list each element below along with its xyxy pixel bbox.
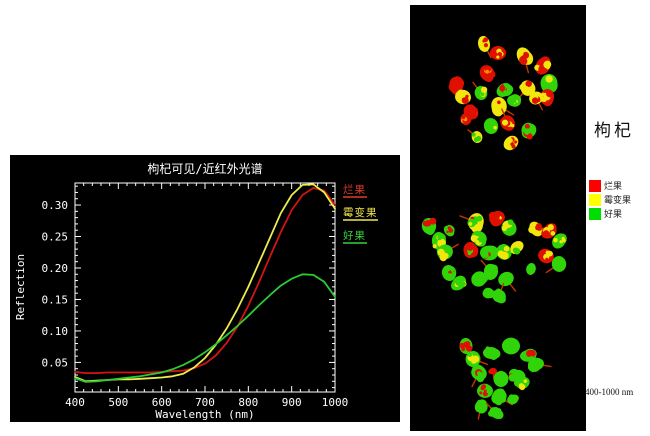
berry-blob — [493, 371, 509, 387]
svg-text:500: 500 — [108, 396, 128, 409]
y-axis-label: Reflection — [14, 254, 27, 320]
legend-swatch — [589, 193, 601, 206]
svg-text:0.05: 0.05 — [42, 356, 69, 369]
x-axis-label: Wavelength (nm) — [155, 408, 254, 421]
svg-text:0.30: 0.30 — [42, 199, 69, 212]
berry-blob — [540, 74, 558, 93]
svg-text:0.20: 0.20 — [42, 262, 69, 275]
berry-blob — [507, 394, 519, 405]
berry-blob — [528, 221, 552, 237]
berry-blob — [471, 364, 487, 388]
berry-blob — [529, 91, 543, 111]
chart-axes: 400 500 600 700 800 900 1000 0.05 0.10 0.15 0.20 0.… — [42, 182, 349, 409]
berry-blob — [498, 271, 517, 292]
chart-svg: 枸杞可见/近红外光谱 Wavelength (nm) Reflection 40… — [14, 161, 378, 421]
svg-text:600: 600 — [152, 396, 172, 409]
chart-legend-label: 好果 — [343, 230, 366, 242]
berry-blob — [463, 242, 479, 258]
berry-blob — [489, 46, 506, 60]
berry-blob — [503, 135, 519, 151]
panel-svg — [410, 5, 586, 431]
berry-blob — [436, 243, 459, 262]
legend-label: 烂果 — [604, 181, 623, 191]
panel-legend: 烂果 霉变果 好果 — [589, 179, 631, 220]
svg-text:0.15: 0.15 — [42, 293, 69, 306]
berry-blob — [441, 265, 457, 281]
berry-blob — [521, 122, 537, 140]
berry-blob — [527, 357, 552, 373]
legend-label: 霉变果 — [604, 195, 632, 205]
berry-blob — [545, 256, 567, 274]
berry-blob — [477, 383, 493, 398]
svg-text:800: 800 — [238, 396, 258, 409]
berry-blob — [421, 217, 437, 235]
legend-swatch — [589, 179, 601, 192]
chart-legend-label: 烂果 — [343, 184, 366, 196]
berry-blob — [552, 233, 567, 249]
berry-blob — [526, 263, 536, 275]
berry-blob — [443, 224, 455, 237]
berry-blob — [491, 97, 515, 117]
svg-text:0.10: 0.10 — [42, 325, 69, 338]
berry-blob — [459, 213, 484, 233]
berry-blob — [459, 338, 473, 354]
berry-blob — [539, 89, 555, 107]
berry-blob — [488, 367, 497, 380]
berry-blob — [534, 56, 552, 75]
berry-blob — [496, 244, 512, 260]
legend-label: 好果 — [604, 209, 623, 219]
svg-text:1000: 1000 — [322, 396, 349, 409]
goji-title: 枸杞 — [594, 121, 634, 140]
svg-text:900: 900 — [282, 396, 302, 409]
berry-blob — [483, 346, 501, 361]
berry-blob — [496, 83, 514, 97]
berry-blob — [483, 118, 499, 134]
berry-blob — [471, 271, 489, 287]
berry-blob — [486, 402, 504, 420]
berry-blob — [467, 129, 483, 143]
chart-curves — [74, 183, 336, 383]
berry-blob — [541, 223, 557, 239]
berry-blob — [448, 76, 465, 95]
svg-text:400: 400 — [65, 396, 85, 409]
berry-blob — [538, 248, 554, 264]
chart-title: 枸杞可见/近红外光谱 — [147, 161, 262, 176]
legend-item: 霉变果 — [589, 193, 631, 206]
berry-blob — [455, 89, 471, 105]
berry-blob — [507, 94, 522, 107]
berry-blob — [480, 245, 499, 261]
berry-blob — [516, 47, 534, 74]
svg-text:0.25: 0.25 — [42, 231, 69, 244]
berry-blob — [478, 36, 492, 59]
legend-swatch — [589, 207, 601, 220]
berry-blob — [470, 230, 487, 247]
berry-blob — [502, 337, 520, 355]
berry-blob — [451, 275, 467, 291]
berry-blob — [500, 108, 515, 131]
berry-blob — [460, 113, 472, 125]
berry-blob — [480, 259, 499, 280]
chart-legend-label: 霉变果 — [343, 206, 378, 219]
spectral-chart: 枸杞可见/近红外光谱 Wavelength (nm) Reflection 40… — [10, 155, 400, 422]
berry-blob — [517, 80, 536, 100]
berry-blob — [479, 65, 496, 82]
berry-blob — [474, 399, 488, 420]
legend-item: 烂果 — [589, 179, 631, 192]
svg-text:700: 700 — [195, 396, 215, 409]
berry-blob — [491, 388, 513, 406]
classification-panel — [410, 5, 586, 431]
legend-item: 好果 — [589, 207, 631, 220]
wavelength-caption: 400-1000 nm — [585, 387, 634, 397]
berry-blob — [472, 81, 488, 100]
berry-blob — [492, 282, 506, 304]
berry-blob — [501, 219, 517, 236]
berry-blob — [482, 287, 495, 299]
berry-blob — [488, 210, 505, 227]
berry-blob — [510, 240, 524, 255]
berry-blob — [513, 377, 530, 391]
berry-blob — [465, 351, 488, 367]
